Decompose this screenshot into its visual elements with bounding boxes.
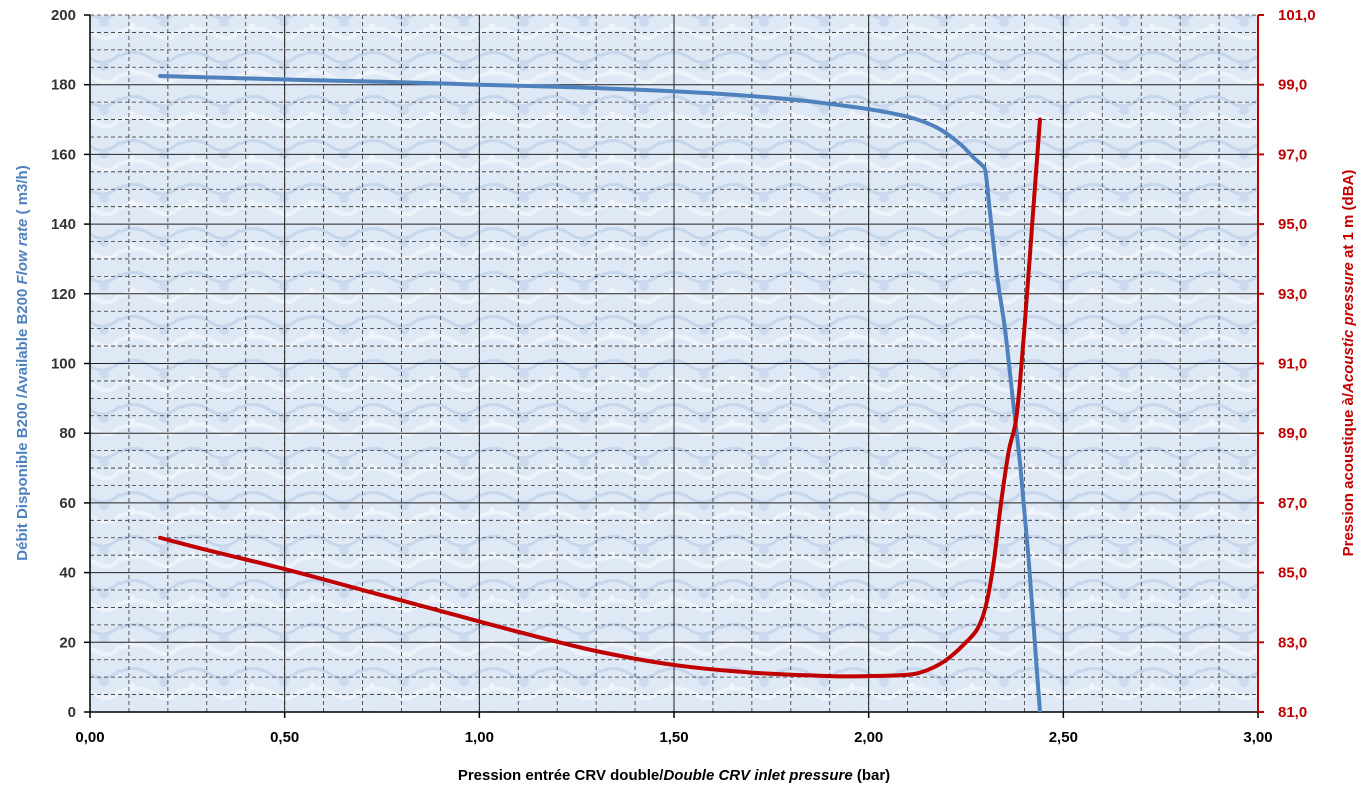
x-axis-title: Pression entrée CRV double/Double CRV in… <box>458 767 890 784</box>
y-right-tick-label: 97,0 <box>1278 146 1307 163</box>
y-right-tick-label: 93,0 <box>1278 286 1307 303</box>
y-right-tick-label: 95,0 <box>1278 216 1307 233</box>
x-tick-label: 2,50 <box>1049 729 1078 746</box>
y-right-tick-label: 101,0 <box>1278 7 1316 24</box>
y-left-tick-label: 100 <box>51 356 76 373</box>
x-tick-label: 1,00 <box>465 729 494 746</box>
y-left-tick-label: 40 <box>59 565 76 582</box>
y-right-tick-label: 87,0 <box>1278 495 1307 512</box>
y-left-tick-label: 140 <box>51 216 76 233</box>
y-right-tick-label: 91,0 <box>1278 356 1307 373</box>
y-right-tick-label: 89,0 <box>1278 425 1307 442</box>
tick-labels: 0,00 0,50 1,00 1,50 2,00 2,50 3,00 0 20 40 60 80 100… <box>51 7 1316 746</box>
y-left-tick-label: 80 <box>59 425 76 442</box>
x-tick-label: 0,50 <box>270 729 299 746</box>
flow-rate-line <box>158 73 1042 712</box>
y-left-tick-label: 180 <box>51 77 76 94</box>
y-left-tick-label: 60 <box>59 495 76 512</box>
y-left-tick-label: 120 <box>51 286 76 303</box>
y-left-tick-label: 200 <box>51 7 76 24</box>
y-left-tick-label: 160 <box>51 146 76 163</box>
acoustic-pressure-line <box>158 117 1042 679</box>
y-right-tick-label: 83,0 <box>1278 634 1307 651</box>
series-layer <box>158 73 1042 712</box>
x-tick-label: 3,00 <box>1243 729 1272 746</box>
y-right-tick-label: 99,0 <box>1278 77 1307 94</box>
y-left-tick-label: 0 <box>68 704 76 721</box>
y-right-tick-label: 81,0 <box>1278 704 1307 721</box>
y-axis-left-title: Débit Disponible B200 /Available B200 Fl… <box>14 165 31 560</box>
x-tick-label: 0,00 <box>75 729 104 746</box>
x-tick-label: 2,00 <box>854 729 883 746</box>
grid <box>90 15 1258 712</box>
x-tick-label: 1,50 <box>659 729 688 746</box>
y-left-tick-label: 20 <box>59 634 76 651</box>
y-axis-right-title: Pression acoustique à/Acoustic pressure … <box>1340 170 1357 557</box>
y-right-tick-label: 85,0 <box>1278 565 1307 582</box>
axes <box>84 14 1264 718</box>
